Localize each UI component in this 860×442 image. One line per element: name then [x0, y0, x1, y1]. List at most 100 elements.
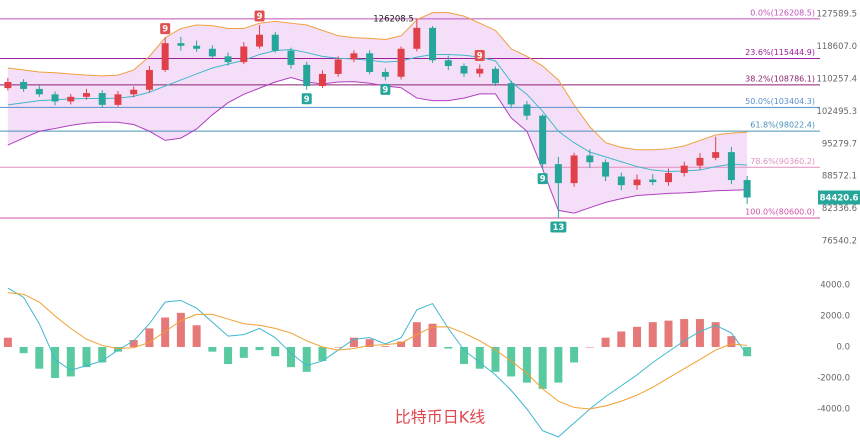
macd-bar: [428, 323, 437, 347]
macd-bar: [113, 346, 122, 352]
peak-annotation: 126208.5: [373, 14, 414, 24]
candle-body: [649, 179, 657, 183]
macd-bar: [255, 346, 264, 351]
macd-bar: [538, 346, 547, 389]
candle-body: [98, 93, 106, 105]
candle-body: [712, 152, 720, 158]
band-upper: [7, 12, 748, 151]
candle-body: [224, 56, 232, 63]
y-tick-label: 88572.1: [822, 172, 857, 182]
macd-bar: [129, 340, 138, 347]
band-area: [7, 12, 748, 214]
macd-bar: [444, 346, 453, 349]
td-marker-label: 9: [540, 175, 546, 185]
candle-body: [523, 104, 531, 116]
candle-body: [680, 165, 688, 174]
macd-bar: [381, 346, 390, 347]
macd-bar: [224, 346, 233, 365]
macd-bar: [648, 322, 657, 347]
candle-body: [51, 94, 59, 102]
td-marker-box: [380, 83, 391, 95]
candle-body: [743, 180, 751, 198]
band-fill-layer: [7, 12, 748, 214]
macd-bar: [51, 346, 60, 378]
candle-body: [507, 83, 515, 105]
candle-body: [303, 64, 311, 87]
y-tick-label: 127589.5: [816, 10, 857, 20]
candle-body: [177, 43, 185, 46]
candle-body: [350, 53, 358, 60]
fib-label: 78.6%(90360.2): [750, 157, 815, 166]
macd-bar: [365, 339, 374, 347]
macd-bar: [680, 319, 689, 347]
last-price-label: 84420.6: [820, 193, 859, 203]
candle-body: [444, 60, 452, 67]
macd-bar: [727, 336, 736, 347]
macd-bar: [617, 331, 626, 347]
macd-bar: [145, 328, 154, 347]
band-middle: [7, 49, 748, 173]
macd-bar: [82, 346, 91, 368]
fib-label: 61.8%(98022.4): [750, 121, 815, 130]
candle-body: [67, 96, 75, 102]
macd-bar: [98, 346, 107, 363]
y-tick-label: 118607.0: [816, 42, 857, 52]
candle-body: [161, 43, 169, 70]
y-tick-label: -2000.0: [817, 373, 850, 383]
candle-body: [664, 173, 672, 183]
macd-bar: [286, 346, 295, 368]
td-marker-label: 9: [162, 25, 168, 35]
candle-body: [633, 179, 641, 186]
candle-body: [208, 48, 216, 57]
candle-body: [539, 115, 547, 165]
candle-body: [381, 71, 389, 77]
candle-body: [460, 66, 468, 74]
td-marker-box: [301, 93, 312, 105]
macd-bar: [176, 312, 185, 347]
macd-bar: [208, 346, 217, 352]
macd-bar: [491, 346, 500, 372]
y-tick-label: 4000.0: [820, 280, 850, 290]
fib-label: 50.0%(103404.3): [745, 97, 815, 106]
macd-bar: [601, 337, 610, 347]
candle-body: [602, 162, 610, 177]
macd-bar: [239, 346, 248, 358]
candle-body: [570, 155, 578, 184]
macd-bar: [475, 346, 484, 369]
td-marker-label: 13: [552, 223, 564, 233]
y-tick-label: 110257.4: [816, 74, 857, 84]
y-tick-label: 0.0: [836, 342, 850, 352]
last-price-tag: [818, 190, 860, 205]
y-tick-label: 95279.7: [822, 139, 857, 149]
td-marker-label: 9: [477, 51, 483, 61]
macd-bar: [334, 346, 343, 348]
dif-line: [7, 287, 748, 438]
fib-label: 0.0%(126208.5): [750, 8, 815, 17]
macd-bar: [570, 346, 579, 363]
watermark: 比特币日K线: [395, 408, 486, 427]
candle-body: [413, 27, 421, 49]
macd-bar: [161, 317, 170, 347]
candle-body: [240, 46, 248, 63]
td-marker-box: [550, 221, 567, 233]
candle-body: [35, 88, 43, 95]
candle-body: [193, 45, 201, 49]
td-marker-box: [254, 10, 265, 22]
macd-bar: [460, 346, 469, 365]
candle-body: [114, 94, 122, 105]
fib-label: 100.0%(80600.0): [745, 208, 815, 217]
macd-bar: [3, 337, 12, 347]
candle-body: [491, 68, 499, 84]
candle-body: [256, 34, 264, 47]
macd-bar: [302, 346, 311, 372]
macd-bar: [19, 346, 28, 354]
candle-body: [20, 81, 28, 89]
macd-bar: [554, 346, 563, 383]
macd-bar: [522, 346, 531, 383]
fib-label: 38.2%(108786.1): [745, 74, 815, 83]
td-marker-label: 9: [257, 12, 263, 22]
macd-bar: [743, 346, 752, 357]
candle-body: [617, 176, 625, 186]
